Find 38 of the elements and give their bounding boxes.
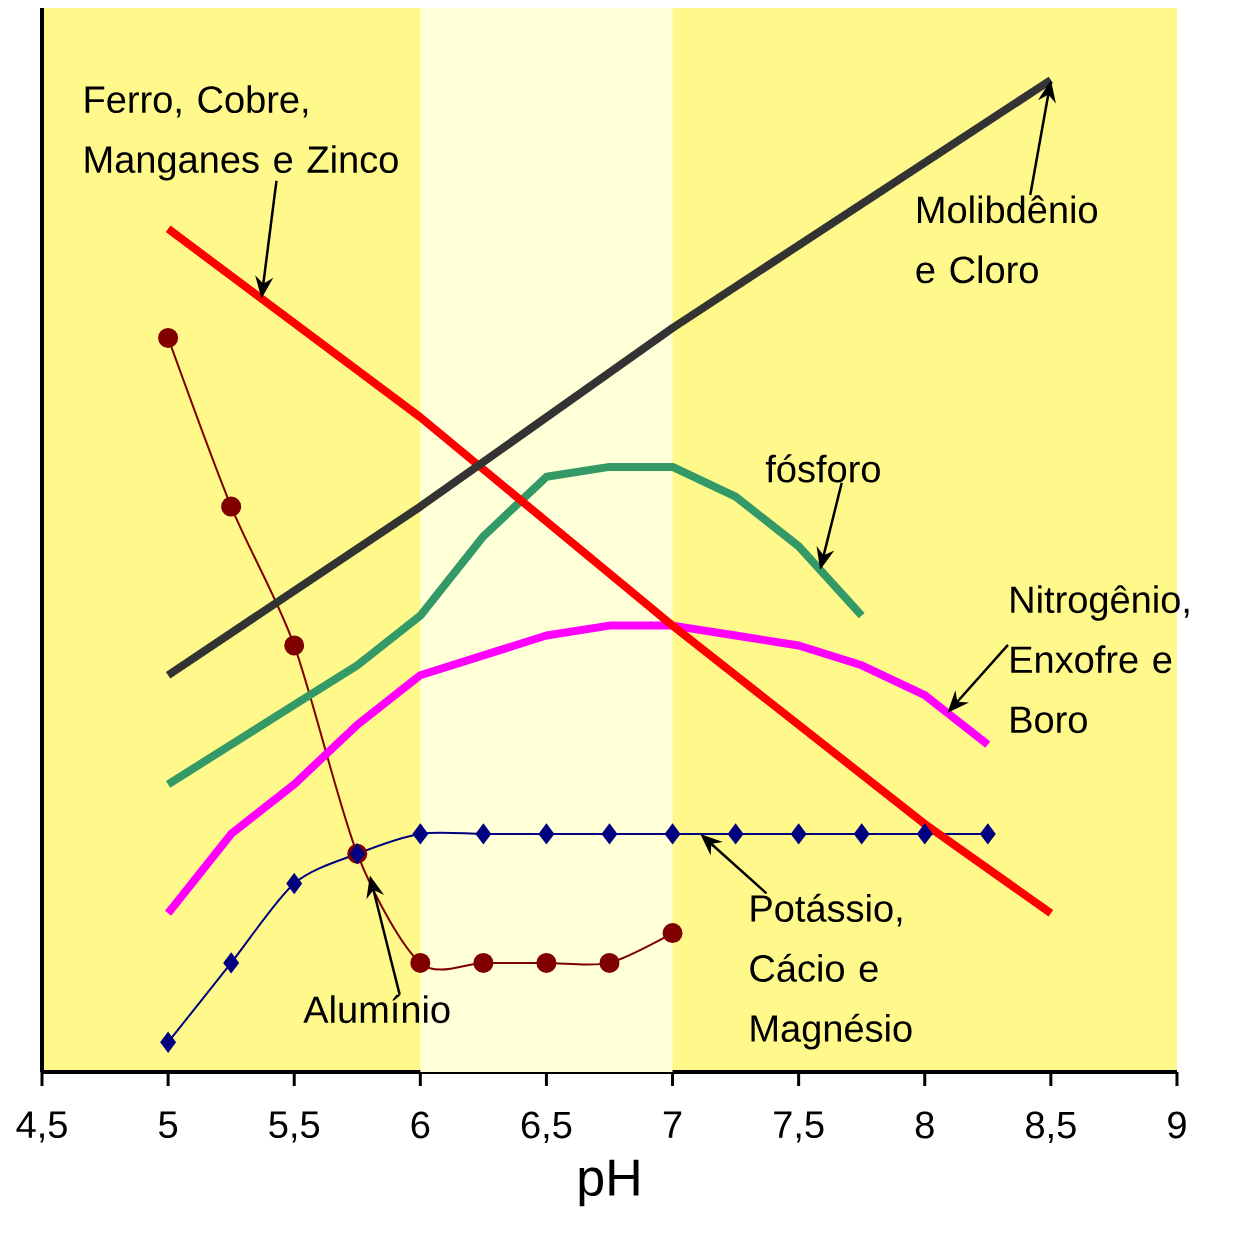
point (284, 635, 305, 656)
point (158, 327, 179, 348)
point (160, 1032, 176, 1053)
point (410, 952, 431, 973)
x-tick-label: 5,5 (269, 1111, 320, 1143)
x-tick-label: 6 (411, 1111, 430, 1139)
point (221, 496, 242, 517)
point (853, 823, 870, 844)
series-label: fósforo (765, 454, 880, 483)
point (473, 952, 494, 973)
x-tick-label: 6,5 (521, 1111, 572, 1143)
series-label: Nitrogênio, Enxofre e Boro (1011, 585, 1189, 734)
x-tick-label: 7 (663, 1111, 682, 1138)
series-label: Potássio, Cácio e Magnésio (750, 893, 912, 1050)
point (412, 823, 429, 844)
series-label: Molibdênio e Cloro (916, 195, 1098, 284)
x-tick-label: 8,5 (1026, 1111, 1076, 1143)
point (538, 823, 555, 844)
x-tick-label: 4,5 (16, 1111, 67, 1143)
point (980, 823, 996, 844)
x-tick-label: 9 (1168, 1111, 1186, 1139)
point (790, 823, 807, 844)
point (662, 923, 683, 944)
point (286, 873, 302, 894)
point (664, 823, 681, 844)
point (475, 823, 492, 844)
x-axis-title: pH (579, 1159, 639, 1207)
point (601, 823, 618, 844)
x-tick-label: 5 (159, 1111, 178, 1139)
point (599, 952, 620, 973)
x-tick-label: 7,5 (774, 1111, 824, 1143)
point (536, 952, 557, 973)
point (223, 952, 239, 973)
x-tick-label: 8 (915, 1111, 934, 1139)
text: Ferro, Cobre, Manganes e Zinco (85, 85, 398, 181)
series-label: Alumínio (303, 994, 450, 1024)
point (727, 823, 744, 844)
point (917, 823, 933, 844)
